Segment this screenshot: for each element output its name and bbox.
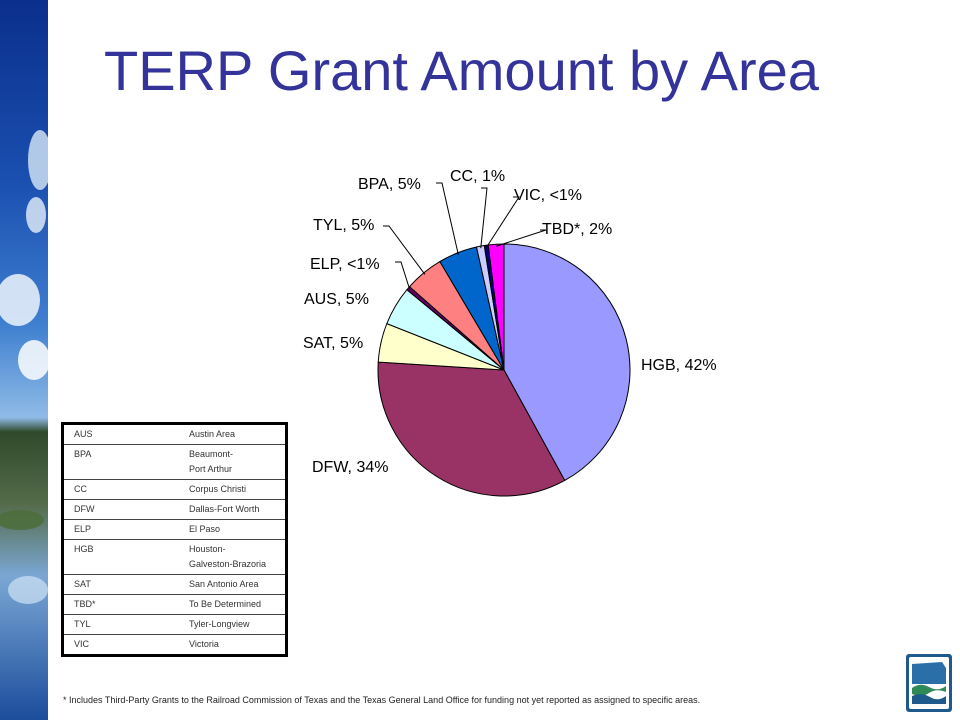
pie-label-dfw: DFW, 34%	[312, 459, 388, 476]
legend-area-name: San Antonio Area	[179, 574, 287, 595]
pie-labels: HGB, 42% DFW, 34% SAT, 5% AUS, 5% ELP, <1% TY…	[303, 168, 717, 476]
legend-row: ELP El Paso	[62, 519, 287, 540]
pie-label-vic: VIC, <1%	[514, 187, 582, 204]
legend-area-name: Houston- Galveston-Brazoria	[179, 539, 287, 575]
legend-area-name: El Paso	[179, 519, 287, 540]
legend-code: VIC	[74, 639, 90, 649]
legend-area-name: To Be Determined	[179, 594, 287, 615]
pie-label-hgb: HGB, 42%	[641, 357, 717, 374]
legend-row: TYL Tyler-Longview	[62, 614, 287, 635]
slide-title: TERP Grant Amount by Area	[104, 39, 819, 102]
tceq-logo-icon	[906, 654, 952, 712]
legend-area-name: Dallas-Fort Worth	[179, 499, 287, 520]
legend-code: AUS	[62, 423, 179, 445]
legend-row: AUS Austin Area	[62, 423, 287, 445]
area-legend-table: AUS Austin Area BPA Beaumont- Port Arthur CC…	[61, 422, 288, 657]
pie-label-cc: CC, 1%	[450, 168, 505, 185]
legend-code: TBD*	[62, 594, 179, 615]
pie-label-tyl: TYL, 5%	[313, 217, 374, 234]
legend-row: HGB Houston- Galveston-Brazoria	[62, 539, 287, 575]
legend-area-name: Tyler-Longview	[179, 614, 287, 635]
leader-line-cc	[480, 187, 488, 249]
legend-row: BPA Beaumont- Port Arthur	[62, 444, 287, 480]
legend-code: SAT	[62, 574, 179, 595]
legend-code: HGB	[62, 539, 179, 575]
legend-row: CC Corpus Christi	[62, 479, 287, 500]
legend-row: VIC Victoria	[63, 635, 287, 656]
decorative-sky-strip	[0, 0, 48, 720]
leader-line-tbd	[496, 229, 547, 247]
legend-code: DFW	[62, 499, 179, 520]
pie-slice-hgb	[503, 243, 631, 482]
agency-logo	[906, 654, 952, 712]
leader-line-elp	[395, 261, 411, 290]
legend-row: DFW Dallas-Fort Worth	[62, 499, 287, 520]
leader-line-bpa	[436, 182, 459, 255]
pie-slice-dfw	[377, 361, 566, 497]
legend-code: ELP	[62, 519, 179, 540]
leader-line-vic	[486, 196, 520, 248]
legend-area-name: Corpus Christi	[179, 479, 287, 500]
sky-landscape-image	[0, 0, 48, 720]
legend-code: BPA	[62, 444, 179, 480]
pie-label-aus: AUS, 5%	[304, 291, 369, 308]
legend-row: TBD* To Be Determined	[62, 594, 287, 615]
legend-area-name: Victoria	[189, 639, 219, 649]
pie-label-tbd: TBD*, 2%	[542, 221, 612, 238]
legend-code: TYL	[62, 614, 179, 635]
pie-label-elp: ELP, <1%	[310, 256, 380, 273]
legend-area-name: Beaumont- Port Arthur	[179, 444, 287, 480]
footnote: * Includes Third-Party Grants to the Rai…	[63, 695, 701, 705]
pie-label-bpa: BPA, 5%	[358, 176, 421, 193]
leader-line-tyl	[383, 225, 426, 275]
leader-lines	[383, 182, 547, 290]
pie-label-sat: SAT, 5%	[303, 335, 363, 352]
legend-row: SAT San Antonio Area	[62, 574, 287, 595]
legend-code: CC	[62, 479, 179, 500]
pie-slices	[377, 243, 631, 497]
legend-area-name: Austin Area	[179, 423, 287, 445]
